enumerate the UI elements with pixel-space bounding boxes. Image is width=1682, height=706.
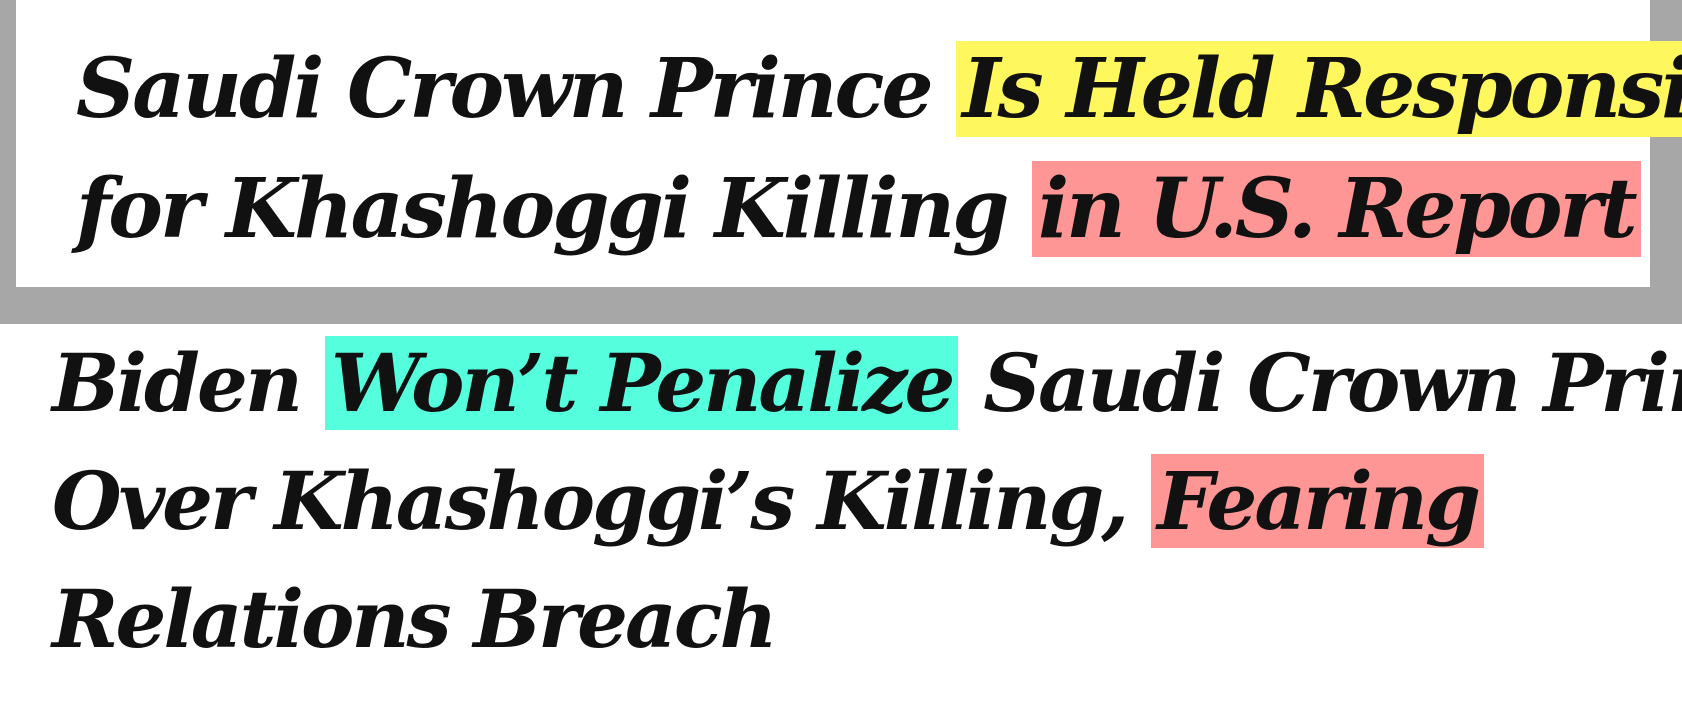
bottom-headline-line-3-text: Relations Breach [52,572,778,666]
bottom-headline-line-2: Over Khashoggi’s Killing, Fearing [52,442,1484,560]
bottom-headline: Biden Won’t Penalize Saudi Crown Prince … [52,324,1682,694]
highlight-red: in U.S. Report [1031,161,1641,257]
bottom-headline-line-2-text: Over Khashoggi’s Killing, [52,454,1152,548]
highlight-yellow: Is Held Responsible [956,41,1682,137]
highlight-red: Fearing [1151,454,1484,548]
highlight-teal: Won’t Penalize [324,336,959,430]
bottom-headline-line-3: Relations Breach [52,560,778,678]
top-headline-frame: Saudi Crown Prince Is Held Responsible f… [0,0,1682,324]
bottom-headline-line-1-post: Saudi Crown Prince [983,336,1682,430]
top-headline-panel: Saudi Crown Prince Is Held Responsible f… [16,0,1682,287]
top-headline-line-2-text: for Khashoggi Killing [76,161,1032,257]
top-headline-line-1: Saudi Crown Prince Is Held Responsible [76,28,1682,150]
bottom-headline-line-1: Biden Won’t Penalize Saudi Crown Prince [52,324,1682,442]
bottom-headline-line-1-pre: Biden [52,336,325,430]
top-headline: Saudi Crown Prince Is Held Responsible f… [76,28,1682,278]
top-headline-line-2: for Khashoggi Killing in U.S. Report [76,148,1641,270]
top-headline-line-1-text: Saudi Crown Prince [76,41,957,137]
